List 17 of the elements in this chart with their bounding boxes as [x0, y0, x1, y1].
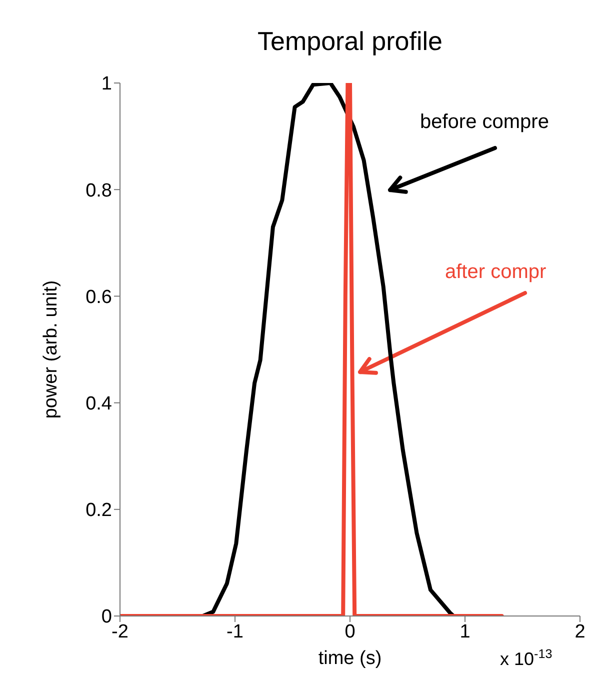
x-axis-title: time (s) [318, 648, 382, 669]
y-tick-label: 1 [101, 74, 112, 95]
x-tick-label: 2 [574, 621, 586, 642]
y-tick-label: 0.6 [86, 286, 112, 308]
y-tick-label: 0.4 [86, 394, 112, 415]
y-tick-label: 0 [101, 606, 112, 628]
chart-title: Temporal profile [258, 26, 442, 56]
annotation: before compre [420, 111, 549, 133]
x-tick-label: 0 [344, 621, 356, 642]
x-tick-label: -2 [112, 621, 128, 642]
x-tick-label: -1 [226, 621, 244, 642]
y-axis-title: power (arb. unit) [40, 280, 62, 419]
text: x 10$^{-13}$ [500, 647, 552, 669]
y-tick-label: 0.8 [86, 180, 112, 202]
annotation: after compr [445, 261, 546, 283]
x-tick-label: 1 [460, 621, 470, 642]
y-tick-label: 0.2 [86, 500, 112, 522]
